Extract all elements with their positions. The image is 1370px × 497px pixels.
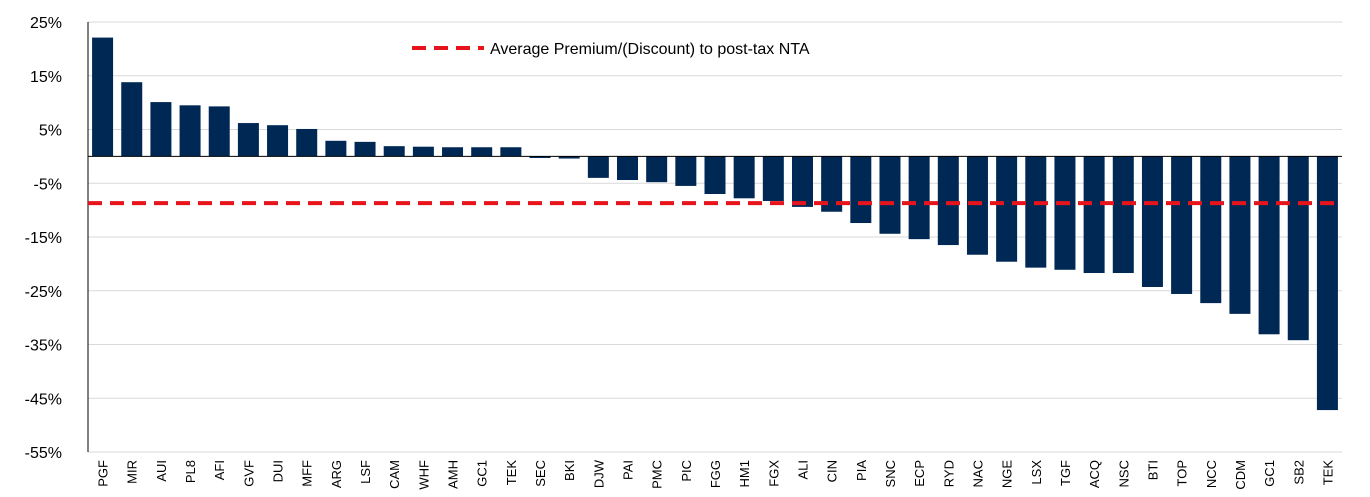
x-tick-label: GVF (241, 460, 256, 487)
x-tick-label: BKI (562, 460, 577, 481)
bar (791, 156, 813, 207)
bar (529, 156, 551, 158)
x-tick-label: CDM (1233, 460, 1248, 490)
x-tick-label: DUI (271, 460, 286, 482)
bar (646, 156, 668, 183)
bar (296, 128, 318, 157)
x-tick-label: GC1 (1262, 460, 1277, 487)
bar (237, 123, 259, 157)
x-tick-label: SB2 (1291, 460, 1306, 485)
bar (675, 156, 697, 186)
y-tick-label: -25% (25, 284, 62, 301)
y-tick-label: -5% (34, 176, 62, 193)
x-tick-label: TEK (1320, 460, 1335, 486)
bar (587, 156, 609, 178)
y-tick-label: -55% (25, 445, 62, 462)
x-tick-label: LSX (1029, 460, 1044, 485)
bar (1141, 156, 1163, 287)
x-tick-label: GC1 (475, 460, 490, 487)
x-tick-label: LSF (358, 460, 373, 484)
bar (1316, 156, 1338, 411)
x-tick-label: PGF (96, 460, 111, 487)
x-tick-label: PAI (621, 460, 636, 480)
legend-label: Average Premium/(Discount) to post-tax N… (490, 41, 810, 58)
bar (879, 156, 901, 234)
bar (1200, 156, 1222, 304)
bar (966, 156, 988, 255)
bar (558, 156, 580, 159)
x-tick-label: FGX (766, 460, 781, 487)
x-tick-label: MFF (300, 460, 315, 487)
x-tick-label: CIN (825, 460, 840, 482)
bar (383, 146, 405, 157)
bar (121, 82, 143, 157)
x-tick-label: SNC (883, 460, 898, 487)
x-tick-label: TOP (1175, 460, 1190, 487)
x-tick-label: ALI (795, 460, 810, 480)
bar (179, 105, 201, 157)
bar (1287, 156, 1309, 341)
bar (937, 156, 959, 246)
bar (325, 140, 347, 157)
bar (150, 102, 172, 157)
bar (442, 147, 464, 157)
x-tick-label: PL8 (183, 460, 198, 483)
x-tick-label: PIA (854, 460, 869, 481)
x-tick-label: ECP (912, 460, 927, 487)
x-tick-label: ARG (329, 460, 344, 488)
y-tick-label: 25% (30, 15, 62, 32)
y-tick-label: -15% (25, 230, 62, 247)
bar (267, 125, 289, 157)
bar (1054, 156, 1076, 270)
x-tick-label: AUI (154, 460, 169, 482)
x-tick-label: CAM (387, 460, 402, 489)
bar (996, 156, 1018, 262)
y-tick-label: -45% (25, 391, 62, 408)
x-tick-label: WHF (416, 460, 431, 490)
x-tick-label: FGG (708, 460, 723, 488)
bar (1229, 156, 1251, 314)
bar (762, 156, 784, 201)
bar (354, 141, 376, 157)
bar (471, 147, 493, 157)
x-tick-label: NCC (1204, 460, 1219, 488)
x-tick-label: PIC (679, 460, 694, 482)
x-tick-label: TEK (504, 460, 519, 486)
bar (1025, 156, 1047, 268)
x-tick-label: DJW (591, 459, 606, 488)
bar (1171, 156, 1193, 294)
x-tick-label: PMC (650, 460, 665, 489)
bar (500, 147, 522, 157)
x-tick-label: MIR (125, 460, 140, 484)
bar (704, 156, 726, 194)
bar (733, 156, 755, 199)
bar (617, 156, 639, 181)
x-tick-label: BTI (1145, 460, 1160, 480)
x-tick-label: SEC (533, 460, 548, 487)
x-tick-label: HM1 (737, 460, 752, 487)
x-tick-label: NAC (970, 460, 985, 487)
y-tick-label: 15% (30, 69, 62, 86)
bar (1258, 156, 1280, 335)
bar (208, 106, 230, 157)
bar (92, 37, 114, 157)
bar (412, 146, 434, 157)
x-tick-label: NSC (1116, 460, 1131, 487)
y-tick-label: 5% (39, 123, 62, 140)
bar (908, 156, 930, 240)
x-tick-label: NGE (1000, 460, 1015, 489)
bar (850, 156, 872, 224)
bar (1112, 156, 1134, 274)
bar (821, 156, 843, 212)
x-tick-label: TGF (1058, 460, 1073, 486)
x-tick-label: AMH (446, 460, 461, 489)
bar (1083, 156, 1105, 274)
x-tick-label: RYD (941, 460, 956, 487)
x-tick-label: ACQ (1087, 460, 1102, 488)
x-tick-label: AFI (212, 460, 227, 480)
y-tick-label: -35% (25, 338, 62, 355)
